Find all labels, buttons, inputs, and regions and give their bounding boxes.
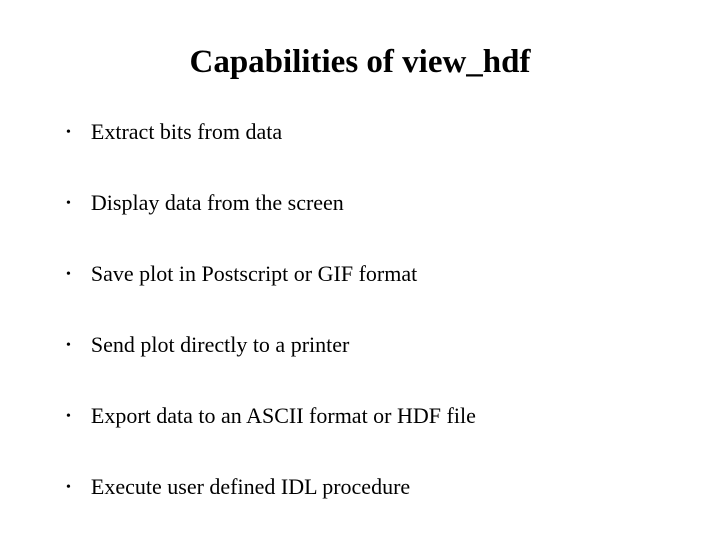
bullet-list: • Extract bits from data • Display data … (50, 119, 670, 500)
bullet-text: Extract bits from data (91, 119, 282, 145)
bullet-text: Execute user defined IDL procedure (91, 474, 410, 500)
list-item: • Display data from the screen (66, 190, 670, 216)
bullet-text: Send plot directly to a printer (91, 332, 349, 358)
list-item: • Save plot in Postscript or GIF format (66, 261, 670, 287)
list-item: • Send plot directly to a printer (66, 332, 670, 358)
bullet-icon: • (66, 477, 71, 499)
bullet-text: Export data to an ASCII format or HDF fi… (91, 403, 476, 429)
list-item: • Export data to an ASCII format or HDF … (66, 403, 670, 429)
bullet-text: Display data from the screen (91, 190, 344, 216)
bullet-icon: • (66, 193, 71, 215)
list-item: • Extract bits from data (66, 119, 670, 145)
list-item: • Execute user defined IDL procedure (66, 474, 670, 500)
bullet-text: Save plot in Postscript or GIF format (91, 261, 417, 287)
bullet-icon: • (66, 406, 71, 428)
bullet-icon: • (66, 264, 71, 286)
bullet-icon: • (66, 122, 71, 144)
bullet-icon: • (66, 335, 71, 357)
slide-title: Capabilities of view_hdf (50, 44, 670, 81)
